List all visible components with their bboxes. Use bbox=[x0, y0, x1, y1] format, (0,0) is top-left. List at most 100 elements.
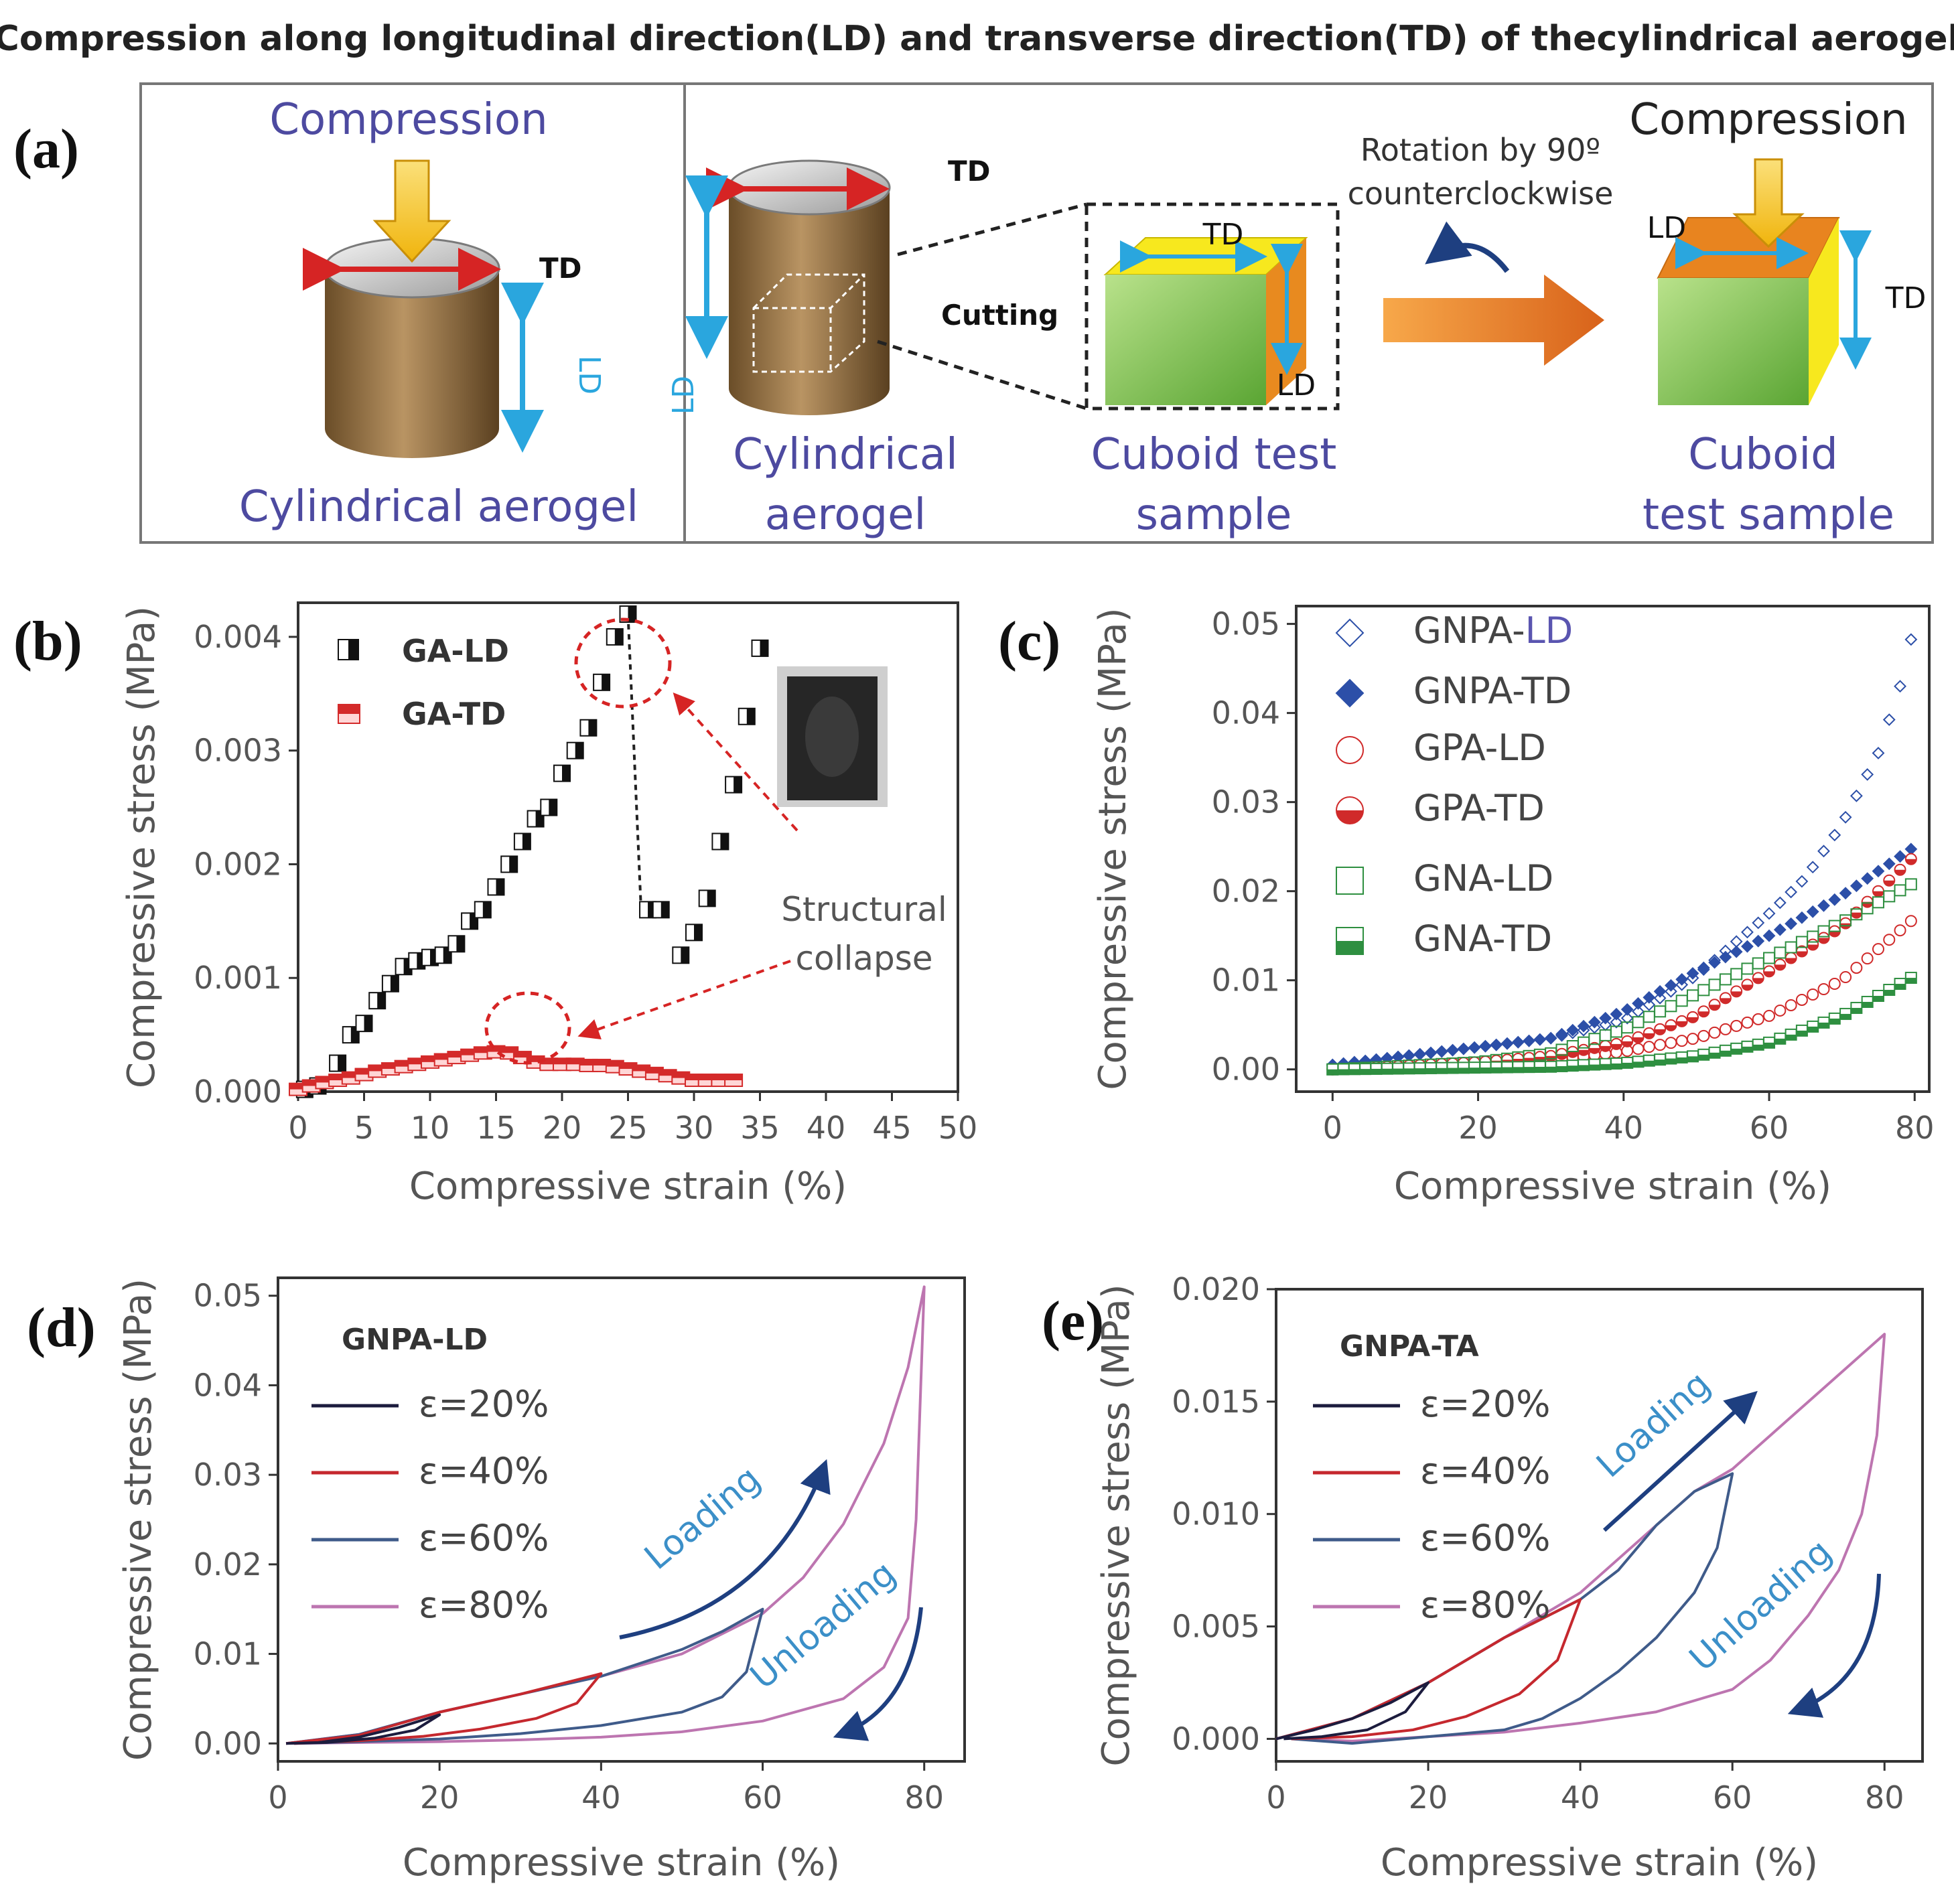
series-gna-ld-point bbox=[1730, 968, 1743, 980]
legend-label-ε=60%: ε=60% bbox=[1420, 1517, 1550, 1559]
series-gnpa-td-point bbox=[1861, 872, 1874, 885]
series-gpa-ld-point bbox=[1752, 1013, 1764, 1025]
chart-d: 0 20 40 60 80 0.00 0.01 0.02 0.03 0.04 0.05 Compres… bbox=[117, 1276, 966, 1885]
series-gnpa-td-point bbox=[1752, 934, 1765, 948]
series-gpa-ld-point bbox=[1883, 934, 1896, 946]
legend-gpa-td-marker-fill bbox=[1336, 810, 1363, 824]
x-tick-label-d: 0 bbox=[268, 1779, 287, 1816]
series-gpa-td-point-fill bbox=[1676, 1021, 1687, 1027]
series-gnpa-td-point bbox=[1785, 917, 1798, 930]
y-tick-label-b: 0.001 bbox=[194, 960, 282, 996]
ga-td-point-fill bbox=[527, 1055, 545, 1062]
series-gpa-ld-point bbox=[1861, 952, 1874, 965]
ga-td-point-fill bbox=[619, 1063, 637, 1070]
ga-ld-point-fill bbox=[734, 776, 742, 793]
legend-label-ε=80%: ε=80% bbox=[419, 1584, 549, 1626]
y-tick-label-d: 0.05 bbox=[194, 1278, 262, 1314]
x-axis-label-d: Compressive strain (%) bbox=[403, 1841, 840, 1885]
right-cylinder-caption-1: Cylindrical bbox=[733, 430, 958, 480]
ga-td-point-fill bbox=[289, 1083, 307, 1090]
series-gna-td-point-fill bbox=[1545, 1066, 1557, 1072]
series-gna-td-point-fill bbox=[1589, 1064, 1600, 1070]
cuboid-caption-2: sample bbox=[1136, 490, 1292, 540]
series-gpa-td-point-fill bbox=[1905, 859, 1916, 865]
ga-ld-point-fill bbox=[549, 799, 557, 816]
series-gpa-td-point-fill bbox=[1894, 869, 1906, 875]
left-ld-label: LD bbox=[572, 356, 606, 394]
series-gna-ld-point bbox=[1599, 1029, 1612, 1041]
series-gna-td-point-fill bbox=[1665, 1058, 1677, 1064]
series-gnpa-ld-point bbox=[1861, 768, 1874, 781]
ga-td-point-fill bbox=[461, 1049, 479, 1055]
series-gpa-ld-point bbox=[1894, 924, 1906, 937]
series-gpa-ld-point bbox=[1774, 1004, 1787, 1017]
series-gna-td-point-fill bbox=[1436, 1068, 1448, 1074]
cube-td-label: TD bbox=[1202, 218, 1244, 252]
legend-gnpa-ld-marker bbox=[1335, 618, 1365, 648]
x-tick-label-d: 60 bbox=[743, 1779, 782, 1816]
y-tick-label-b: 0.002 bbox=[194, 846, 282, 882]
series-gpa-td-point-fill bbox=[1665, 1025, 1677, 1031]
x-tick-label-b: 40 bbox=[807, 1110, 846, 1146]
series-gpa-td-point-fill bbox=[1622, 1041, 1633, 1047]
series-gnpa-td-point bbox=[1610, 1007, 1623, 1021]
series-gpa-ld-point bbox=[1904, 915, 1917, 928]
series-gna-td-point-fill bbox=[1567, 1066, 1578, 1072]
ga-td-point-fill bbox=[381, 1063, 399, 1070]
x-tick-label-c: 40 bbox=[1604, 1110, 1644, 1146]
y-tick-label-c: 0.01 bbox=[1212, 962, 1280, 999]
legend-label-ε=60%: ε=60% bbox=[419, 1517, 549, 1559]
y-axis-label-e: Compressive stress (MPa) bbox=[1095, 1284, 1138, 1766]
ga-ld-point-fill bbox=[456, 936, 465, 952]
right-cylinder-caption-2: aerogel bbox=[765, 490, 926, 540]
series-gpa-ld-point bbox=[1763, 1009, 1776, 1022]
series-gnpa-td-point bbox=[1741, 940, 1754, 953]
series-gnpa-td-point bbox=[1620, 1003, 1634, 1016]
series-gna-td-point-fill bbox=[1698, 1054, 1709, 1060]
ga-td-point-fill bbox=[500, 1047, 518, 1053]
collapse-arrow-photo bbox=[673, 692, 798, 832]
x-tick-label-b: 50 bbox=[938, 1110, 978, 1146]
series-gna-td-point-fill bbox=[1371, 1068, 1382, 1074]
right-cylinder bbox=[727, 159, 891, 415]
series-gpa-ld-point bbox=[1839, 971, 1852, 984]
ga-td-point-fill bbox=[342, 1072, 360, 1078]
series-gnpa-td-point bbox=[1817, 899, 1830, 912]
collapse-label-2: collapse bbox=[795, 939, 932, 978]
series-gpa-ld-point bbox=[1828, 978, 1841, 991]
series-gpa-ld-point bbox=[1643, 1041, 1655, 1053]
series-gpa-ld-point bbox=[1675, 1035, 1688, 1047]
ga-ld-point-fill bbox=[720, 833, 729, 850]
legend-gpa-ld-label: GPA-LD bbox=[1413, 727, 1546, 769]
y-axis-label-b: Compressive stress (MPa) bbox=[120, 606, 163, 1088]
series-gnpa-td-point bbox=[1850, 879, 1863, 893]
series-gnpa-td-point bbox=[1730, 945, 1743, 958]
right-compression-label: Compression bbox=[1629, 95, 1907, 145]
ga-td-point-fill bbox=[553, 1058, 571, 1065]
series-gnpa-td-point bbox=[1664, 978, 1677, 992]
d-unloading-label: Unloading bbox=[743, 1554, 904, 1698]
series-gnpa-ld-point bbox=[1752, 916, 1765, 930]
series-gnpa-td-point bbox=[1839, 887, 1852, 900]
e-loading-arrow bbox=[1602, 1390, 1758, 1532]
right-td-label: TD bbox=[948, 155, 991, 188]
series-gpa-td-point-fill bbox=[1698, 1011, 1709, 1017]
figure-title: Compression along longitudinal direction… bbox=[0, 19, 1954, 59]
series-gna-ld-point bbox=[1686, 989, 1699, 1002]
x-tick-label-b: 25 bbox=[608, 1110, 648, 1146]
series-gnpa-td-point bbox=[1599, 1011, 1612, 1025]
right-ld-label: LD bbox=[667, 376, 701, 415]
series-gna-td-point-fill bbox=[1785, 1034, 1797, 1040]
y-tick-label-e: 0.005 bbox=[1172, 1609, 1260, 1645]
legend-ga-ld-label: GA-LD bbox=[402, 633, 509, 669]
series-gna-td-point-fill bbox=[1720, 1050, 1731, 1056]
ga-td-point-fill bbox=[395, 1060, 413, 1067]
x-tick-label-e: 60 bbox=[1713, 1779, 1752, 1816]
series-gnpa-td-point bbox=[1501, 1037, 1514, 1050]
series-gpa-td-point-fill bbox=[1796, 951, 1807, 957]
ga-ld-point-fill bbox=[522, 833, 531, 850]
ga-ld-point-fill bbox=[614, 628, 623, 645]
x-tick-label-b: 5 bbox=[354, 1110, 374, 1146]
series-gna-td-point-fill bbox=[1905, 978, 1916, 984]
